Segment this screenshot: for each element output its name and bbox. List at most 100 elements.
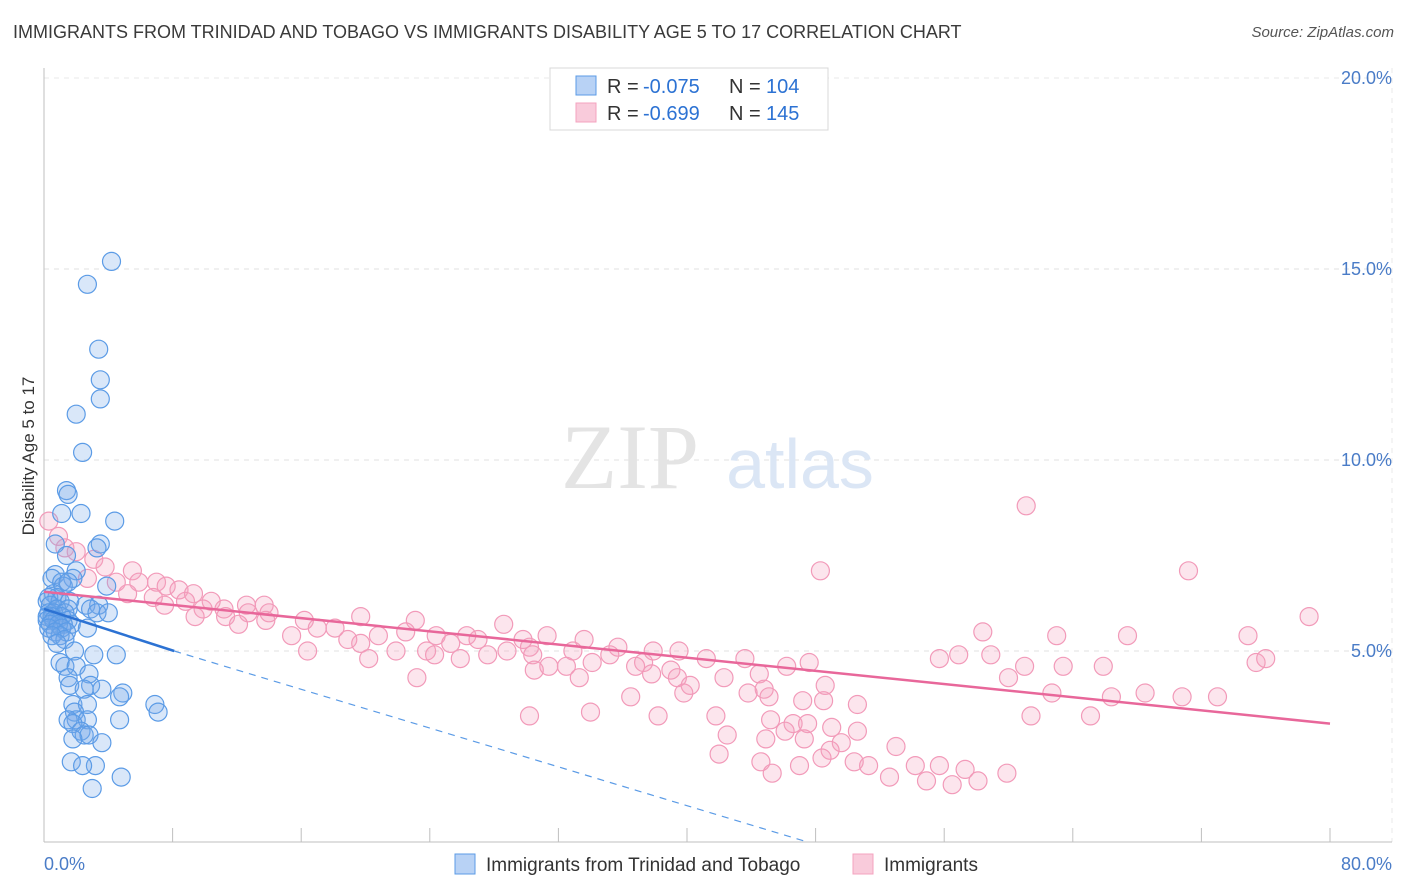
point-immigrants: [556, 656, 577, 676]
stats-r-label-1: R =: [607, 76, 639, 98]
point-immigrants: [582, 652, 602, 673]
point-immigrants: [169, 580, 189, 600]
axes: [43, 68, 1392, 843]
point-trinidad: [109, 710, 130, 730]
point-immigrants: [95, 557, 115, 577]
point-trinidad: [74, 725, 94, 745]
point-trinidad: [52, 503, 72, 524]
point-immigrants: [709, 744, 729, 764]
point-immigrants: [751, 752, 771, 772]
point-trinidad: [84, 645, 104, 665]
point-immigrants: [762, 763, 782, 783]
point-immigrants: [831, 733, 851, 753]
point-immigrants: [494, 614, 514, 634]
point-immigrants: [813, 691, 834, 711]
y-tick-labels: 5.0% 10.0% 15.0% 20.0%: [1341, 68, 1392, 661]
point-immigrants: [519, 706, 540, 726]
point-trinidad: [109, 687, 130, 707]
point-immigrants: [706, 706, 726, 726]
point-immigrants: [351, 633, 371, 654]
stats-swatch-blue: [575, 75, 597, 96]
point-trinidad: [47, 633, 67, 654]
point-immigrants: [714, 668, 734, 688]
point-immigrants: [847, 721, 868, 741]
point-immigrants: [185, 606, 205, 627]
point-trinidad: [64, 641, 85, 661]
point-immigrants: [674, 683, 694, 703]
point-immigrants: [955, 759, 975, 780]
point-immigrants: [1021, 706, 1041, 726]
point-immigrants: [812, 748, 832, 768]
bottom-legend: Immigrants from Trinidad and Tobago Immi…: [454, 853, 978, 876]
point-trinidad: [77, 274, 98, 294]
point-immigrants: [858, 755, 879, 776]
point-trinidad: [58, 668, 78, 688]
point-immigrants: [574, 629, 594, 650]
point-trinidad: [98, 603, 118, 623]
point-immigrants: [799, 652, 819, 673]
point-immigrants: [1246, 652, 1266, 673]
point-trinidad: [77, 710, 98, 730]
point-immigrants: [783, 713, 803, 734]
point-trinidad: [105, 511, 125, 531]
y-tick-label: 5.0%: [1351, 641, 1392, 661]
series-trinidad-points: [37, 251, 168, 799]
point-immigrants: [916, 771, 937, 791]
point-trinidad: [63, 729, 83, 749]
point-immigrants: [77, 568, 98, 589]
point-immigrants: [1207, 687, 1228, 707]
point-trinidad: [106, 645, 126, 665]
stats-swatch-pink: [575, 102, 597, 123]
point-immigrants: [844, 752, 864, 772]
point-immigrants: [822, 717, 842, 738]
point-immigrants: [1172, 687, 1192, 707]
point-immigrants: [661, 660, 681, 680]
point-immigrants: [641, 664, 662, 684]
point-immigrants: [228, 614, 249, 634]
point-immigrants: [789, 755, 810, 776]
point-immigrants: [1047, 626, 1067, 646]
point-immigrants: [847, 694, 868, 715]
point-trinidad: [60, 675, 80, 696]
point-trinidad: [72, 442, 93, 462]
point-trinidad: [90, 389, 110, 409]
trend-line-trinidad: [43, 607, 175, 653]
point-trinidad: [87, 603, 107, 623]
point-trinidad: [56, 545, 77, 566]
point-immigrants: [968, 771, 988, 791]
point-immigrants: [351, 606, 371, 627]
point-trinidad: [92, 679, 112, 699]
point-immigrants: [1014, 656, 1035, 676]
point-immigrants: [973, 622, 993, 642]
point-immigrants: [797, 713, 818, 734]
grid-lines: [44, 68, 1393, 842]
point-immigrants: [820, 740, 840, 760]
point-immigrants: [1135, 683, 1155, 703]
point-immigrants: [775, 721, 795, 741]
y-axis-label: Disability Age 5 to 17: [19, 377, 38, 536]
legend-swatch-trinidad: [454, 853, 476, 875]
point-trinidad: [87, 538, 107, 558]
point-immigrants: [450, 648, 470, 669]
point-immigrants: [981, 645, 1001, 665]
y-tick-label: 10.0%: [1341, 450, 1392, 470]
point-trinidad: [113, 683, 133, 703]
point-immigrants: [1117, 626, 1138, 646]
point-immigrants: [949, 645, 969, 665]
point-trinidad: [97, 576, 117, 596]
point-immigrants: [425, 645, 445, 665]
point-immigrants: [396, 622, 416, 642]
y-tick-label: 20.0%: [1341, 68, 1392, 88]
point-immigrants: [368, 626, 388, 646]
point-immigrants: [183, 584, 204, 604]
point-immigrants: [1042, 683, 1062, 703]
point-trinidad: [42, 568, 62, 589]
point-immigrants: [648, 706, 668, 726]
x-tick-label-min: 0.0%: [44, 854, 85, 874]
point-trinidad: [55, 656, 75, 676]
point-immigrants: [929, 755, 950, 776]
point-trinidad: [66, 710, 86, 730]
stats-r-value-2: -0.699: [643, 103, 700, 125]
point-immigrants: [569, 668, 589, 688]
